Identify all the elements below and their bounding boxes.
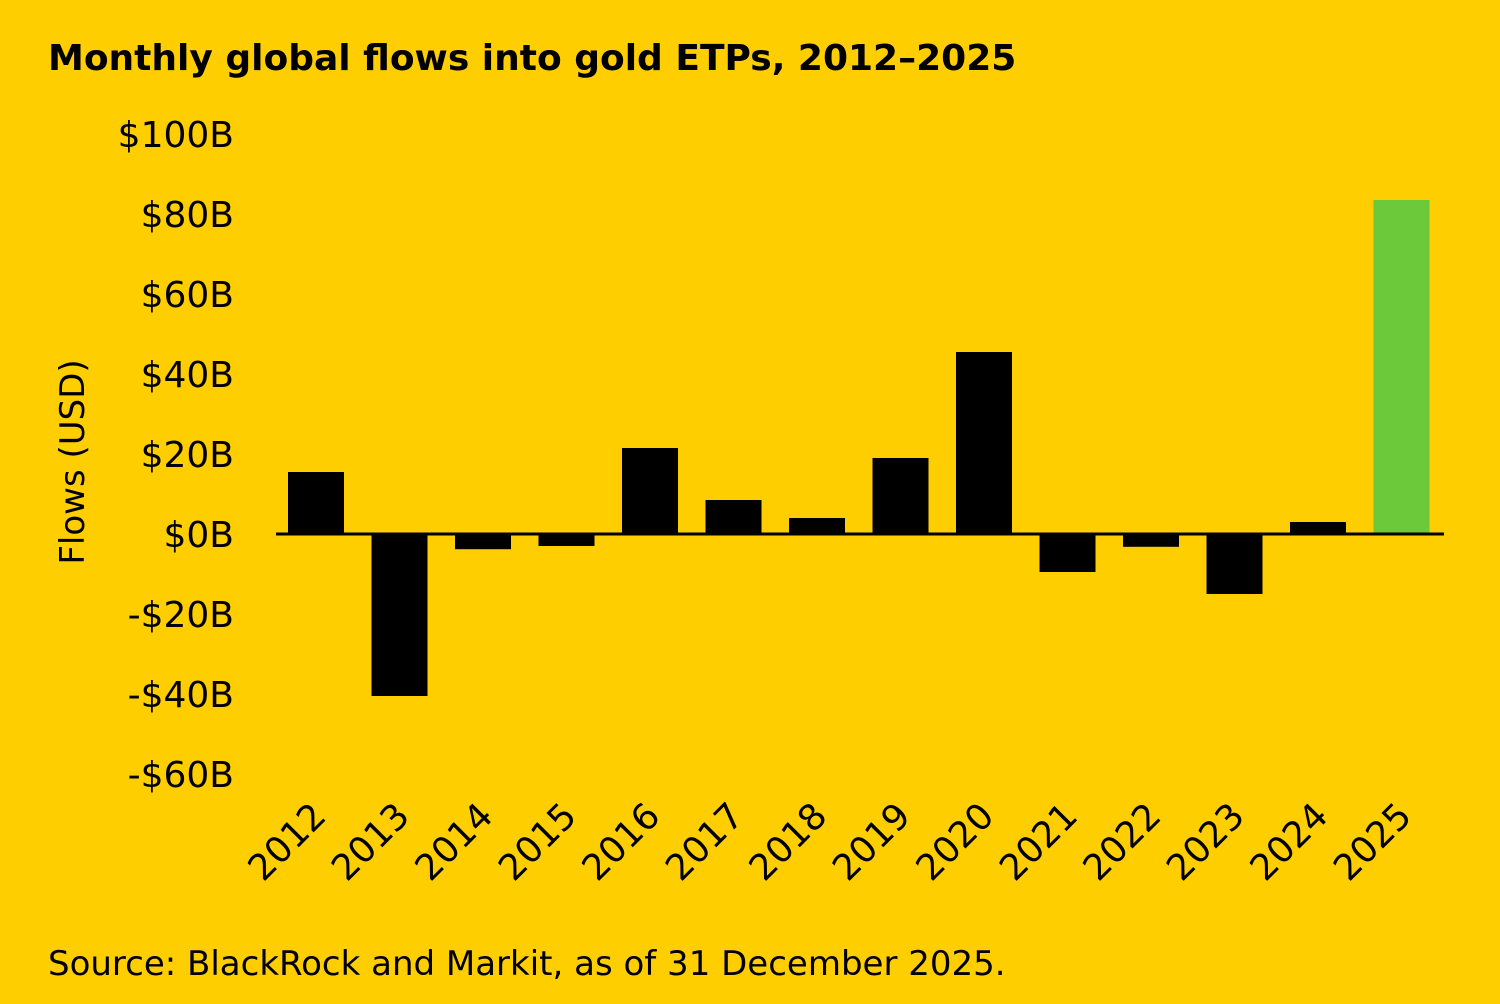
bar-2018 [789,518,845,534]
bar-2016 [622,448,678,534]
y-tick-label: -$20B [128,595,234,636]
y-tick-label: $100B [118,115,234,156]
bars [288,200,1430,696]
y-tick-label: -$60B [128,755,234,796]
chart-title: Monthly global flows into gold ETPs, 201… [48,38,1016,79]
bar-2017 [705,500,762,534]
y-tick-label: $40B [141,355,234,396]
bar-2013 [371,534,428,696]
y-tick-label: $0B [163,515,234,556]
bar-2024 [1290,522,1346,534]
y-tick-label: $60B [141,275,234,316]
bar-2022 [1123,534,1179,547]
bar-2020 [956,352,1012,534]
bar-2025 [1373,200,1430,534]
bar-2019 [872,458,929,534]
y-tick-label: $80B [141,195,234,236]
y-tick-label: -$40B [128,675,234,716]
y-axis-title: Flows (USD) [53,359,93,564]
bar-2021 [1039,534,1096,572]
source-note: Source: BlackRock and Markit, as of 31 D… [48,944,1006,984]
bar-2023 [1206,534,1263,594]
y-axis-ticks: $100B $80B $60B $40B $20B $0B -$20B -$40B -$60B [118,115,234,796]
bar-2015 [538,534,595,546]
bar-2012 [288,472,344,534]
y-tick-label: $20B [141,435,234,476]
bar-2014 [455,534,511,550]
